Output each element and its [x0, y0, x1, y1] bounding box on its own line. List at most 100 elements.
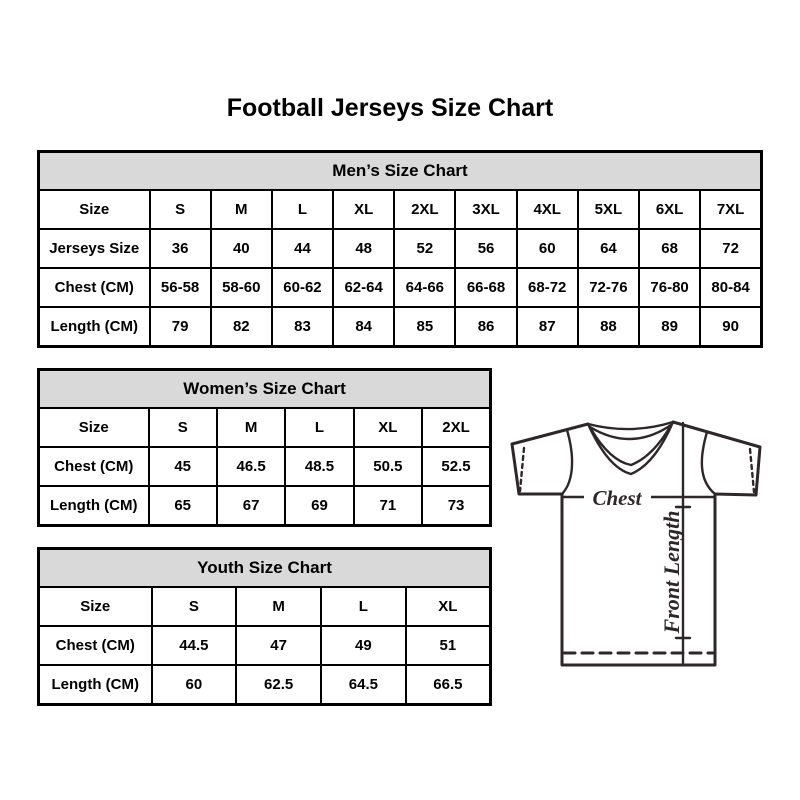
youth-header-row: Youth Size Chart	[37, 547, 492, 588]
data-cell: 48.5	[284, 446, 355, 487]
table-row: Size S M L XL 2XL	[37, 407, 492, 448]
women-chart-title: Women’s Size Chart	[37, 368, 492, 409]
data-cell: 49	[320, 625, 407, 666]
table-row: Chest (CM) 56-58 58-60 60-62 62-64 64-66 66-68…	[37, 267, 763, 308]
jersey-measurement-diagram: Chest Front Length	[510, 420, 762, 667]
data-cell: 62.5	[235, 664, 322, 706]
table-row: Length (CM) 65 67 69 71 73	[37, 485, 492, 527]
data-cell: 52	[393, 228, 457, 269]
data-cell: 5XL	[576, 189, 641, 230]
chest-label-backing	[584, 484, 651, 509]
table-row: Size S M L XL	[37, 586, 492, 627]
men-header-row: Men’s Size Chart	[37, 150, 763, 191]
data-cell: 71	[352, 485, 424, 527]
data-cell: 44.5	[150, 625, 238, 666]
row-label: Size	[37, 407, 150, 448]
row-label: Size	[37, 189, 151, 230]
table-row: Length (CM) 60 62.5 64.5 66.5	[37, 664, 492, 706]
women-header-row: Women’s Size Chart	[37, 368, 492, 409]
data-cell: L	[320, 586, 407, 627]
data-cell: M	[215, 407, 287, 448]
data-cell: 51	[404, 625, 492, 666]
data-cell: 64.5	[320, 664, 407, 706]
data-cell: XL	[332, 189, 396, 230]
row-label: Length (CM)	[37, 306, 151, 348]
table-row: Jerseys Size 36 40 44 48 52 56 60 64 68 72	[37, 228, 763, 269]
data-cell: 40	[209, 228, 273, 269]
data-cell: 36	[148, 228, 212, 269]
data-cell: M	[235, 586, 322, 627]
data-cell: 64-66	[393, 267, 457, 308]
data-cell: 58-60	[209, 267, 273, 308]
data-cell: XL	[404, 586, 492, 627]
page-title: Football Jerseys Size Chart	[226, 94, 554, 122]
data-cell: XL	[352, 407, 424, 448]
data-cell: 50.5	[352, 446, 424, 487]
data-cell: 52.5	[421, 446, 492, 487]
data-cell: 82	[209, 306, 273, 348]
row-label: Chest (CM)	[37, 625, 153, 666]
row-label: Length (CM)	[37, 485, 150, 527]
data-cell: 73	[421, 485, 492, 527]
data-cell: 6XL	[637, 189, 702, 230]
left-cuff-stitch	[518, 446, 526, 493]
data-cell: 7XL	[699, 189, 763, 230]
data-cell: 76-80	[637, 267, 702, 308]
vneck-collar-shape	[586, 420, 675, 476]
table-row: Size S M L XL 2XL 3XL 4XL 5XL 6XL 7XL	[37, 189, 763, 230]
men-chart-title: Men’s Size Chart	[37, 150, 763, 191]
data-cell: 67	[215, 485, 287, 527]
chest-label: Chest	[592, 486, 642, 510]
data-cell: 2XL	[421, 407, 492, 448]
data-cell: 47	[235, 625, 322, 666]
data-cell: S	[150, 586, 238, 627]
womens-size-table: Women’s Size Chart Size S M L XL 2XL Chest (CM)…	[37, 368, 492, 527]
data-cell: 60-62	[270, 267, 335, 308]
data-cell: 85	[393, 306, 457, 348]
data-cell: M	[209, 189, 273, 230]
jersey-outline-shape	[510, 420, 762, 667]
front-length-label: Front Length	[659, 511, 684, 635]
row-label: Chest (CM)	[37, 267, 151, 308]
data-cell: 62-64	[332, 267, 396, 308]
data-cell: 46.5	[215, 446, 287, 487]
data-cell: 83	[270, 306, 335, 348]
data-cell: 44	[270, 228, 335, 269]
data-cell: 79	[148, 306, 212, 348]
right-cuff-stitch	[748, 447, 756, 494]
data-cell: S	[148, 189, 212, 230]
data-cell: L	[270, 189, 335, 230]
data-cell: 66.5	[404, 664, 492, 706]
table-row: Chest (CM) 44.5 47 49 51	[37, 625, 492, 666]
data-cell: 69	[284, 485, 355, 527]
data-cell: 45	[147, 446, 218, 487]
data-cell: 65	[147, 485, 218, 527]
table-row: Length (CM) 79 82 83 84 85 86 87 88 89 90	[37, 306, 763, 348]
row-label: Size	[37, 586, 153, 627]
data-cell: 66-68	[454, 267, 518, 308]
data-cell: 4XL	[515, 189, 579, 230]
data-cell: 60	[150, 664, 238, 706]
data-cell: 88	[576, 306, 641, 348]
data-cell: 64	[576, 228, 641, 269]
data-cell: 60	[515, 228, 579, 269]
data-cell: 2XL	[393, 189, 457, 230]
row-label: Length (CM)	[37, 664, 153, 706]
data-cell: 68	[637, 228, 702, 269]
row-label: Chest (CM)	[37, 446, 150, 487]
right-armhole-seam	[700, 430, 717, 496]
data-cell: 56-58	[148, 267, 212, 308]
data-cell: 72-76	[576, 267, 641, 308]
data-cell: L	[284, 407, 355, 448]
data-cell: 3XL	[454, 189, 518, 230]
data-cell: 48	[332, 228, 396, 269]
youth-chart-title: Youth Size Chart	[37, 547, 492, 588]
data-cell: 84	[332, 306, 396, 348]
mens-size-table: Men’s Size Chart Size S M L XL 2XL 3XL 4XL 5XL 6XL…	[37, 150, 763, 348]
data-cell: 90	[699, 306, 763, 348]
data-cell: 87	[515, 306, 579, 348]
data-cell: 56	[454, 228, 518, 269]
data-cell: 89	[637, 306, 702, 348]
data-cell: 86	[454, 306, 518, 348]
data-cell: 68-72	[515, 267, 579, 308]
